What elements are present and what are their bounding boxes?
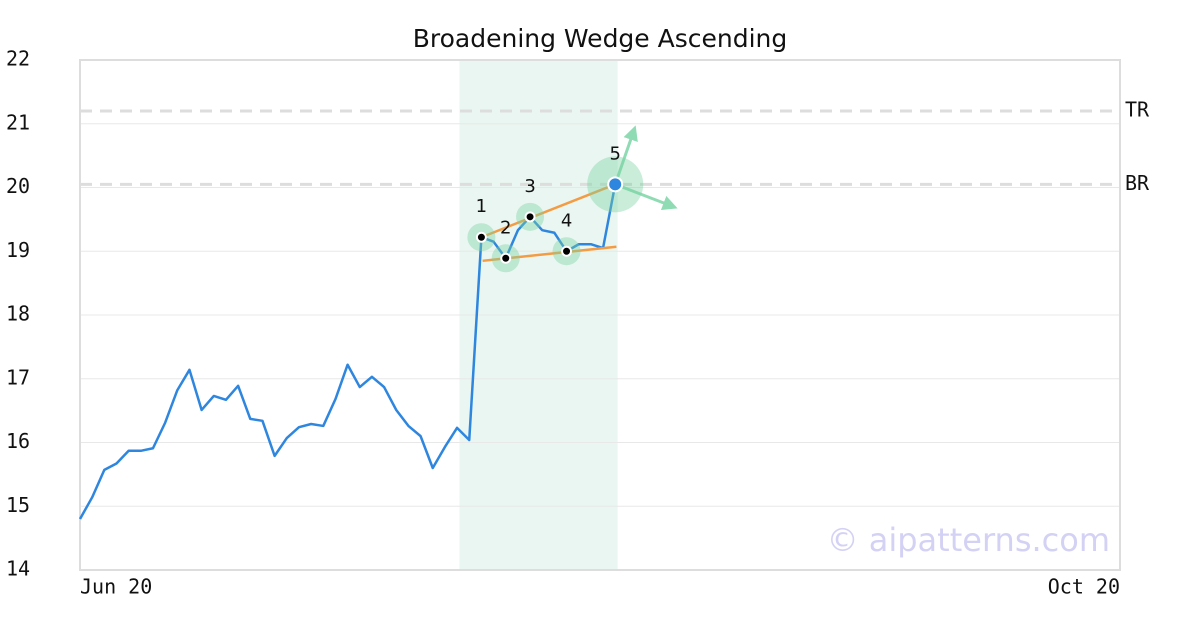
x-tick-label: Jun 20 [80, 575, 152, 599]
x-tick-label: Oct 20 [1048, 575, 1120, 599]
projection-arrow [614, 182, 678, 210]
y-tick-label: 14 [6, 557, 30, 581]
pattern-point [561, 245, 573, 257]
y-tick-label: 18 [6, 302, 30, 326]
point-label: 4 [561, 210, 572, 231]
point-label: 3 [524, 176, 535, 197]
level-label: TR [1125, 98, 1150, 122]
chart-title: Broadening Wedge Ascending [413, 24, 788, 53]
y-tick-label: 22 [6, 47, 30, 71]
y-tick-label: 19 [6, 238, 30, 262]
y-tick-label: 15 [6, 493, 30, 517]
price-line [78, 184, 617, 520]
y-tick-label: 21 [6, 110, 30, 134]
level-label: BR [1125, 171, 1150, 195]
point-label: 2 [500, 217, 511, 238]
plot-frame [79, 59, 1121, 571]
y-tick-label: 20 [6, 174, 30, 198]
y-tick-label: 17 [6, 365, 30, 389]
pattern-point [475, 231, 487, 243]
point-label: 1 [476, 196, 487, 217]
watermark: © aipatterns.com [827, 521, 1110, 559]
pattern-point [500, 252, 512, 264]
point-label: 5 [609, 143, 620, 164]
projection-arrow [613, 125, 638, 185]
y-tick-label: 16 [6, 429, 30, 453]
pattern-point [607, 176, 624, 193]
pattern-point [524, 211, 536, 223]
trendline [480, 183, 616, 239]
